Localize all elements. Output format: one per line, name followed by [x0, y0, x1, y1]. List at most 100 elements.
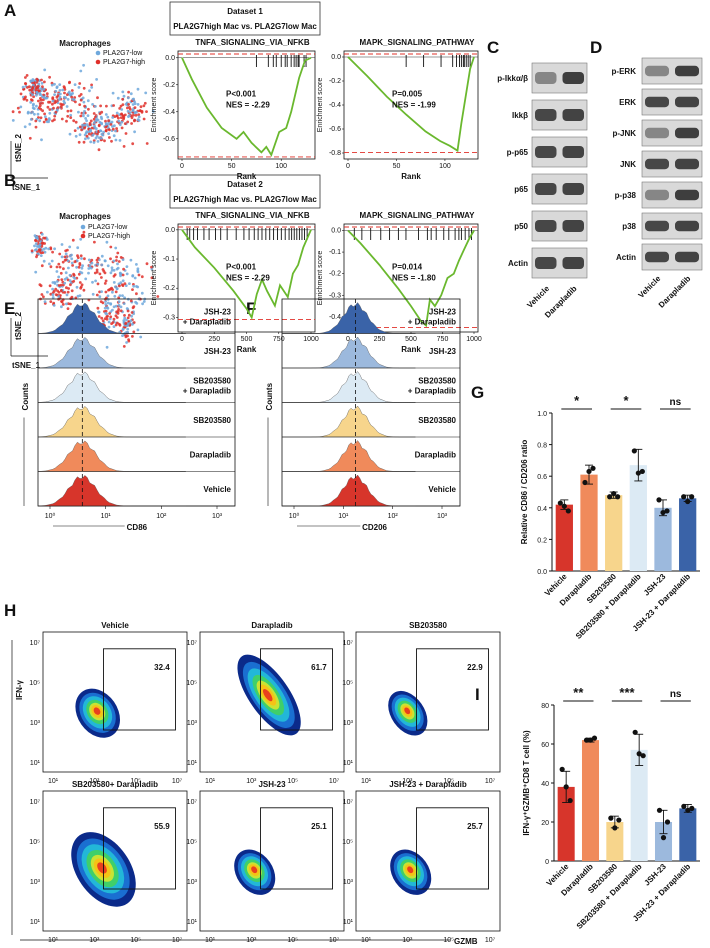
data-point — [660, 509, 666, 516]
flow-e-xlabel: CD86 — [127, 523, 148, 532]
gsea-ytick-label: -0.2 — [329, 271, 341, 278]
tsne-plot-b: Macrophages PLA2G7-low PLA2G7-high tSNE_… — [10, 212, 160, 370]
tsne-point — [78, 133, 82, 137]
bar-ytick-label: 80 — [541, 703, 549, 710]
data-point — [561, 503, 567, 509]
tsne-point — [32, 95, 35, 99]
bar-ytick-label: 0.8 — [537, 443, 547, 450]
tsne-point — [125, 265, 129, 268]
density-contour — [93, 707, 101, 715]
tsne-point — [83, 126, 86, 130]
tsne-point — [84, 277, 88, 281]
blot-c-col-label: Vehicle — [525, 284, 551, 310]
tsne-point — [130, 122, 134, 125]
tsne-point — [31, 83, 35, 87]
facs-xtick-label: 10⁵ — [443, 778, 454, 785]
tsne-point — [42, 259, 46, 263]
tsne-point — [106, 298, 110, 301]
flow-e-histogram — [37, 337, 186, 369]
tsne-point — [38, 283, 42, 286]
tsne-point — [37, 82, 41, 86]
blot-d-band — [645, 189, 669, 201]
tsne-point — [43, 68, 47, 72]
flow-f-row-label: + Darapladib — [408, 317, 456, 326]
tsne-point — [58, 95, 62, 99]
bar — [630, 749, 648, 861]
bar-ytick-label: 1.0 — [537, 411, 547, 418]
tsne-point — [83, 123, 86, 127]
tsne-point — [73, 129, 77, 133]
tsne-point — [143, 101, 147, 105]
tsne-point — [105, 306, 109, 309]
tsne-point — [40, 232, 44, 236]
sig-label: * — [623, 393, 629, 408]
tsne-point — [73, 277, 77, 280]
tsne-point — [102, 130, 105, 134]
tsne-point — [40, 241, 44, 245]
facs-ytick-label: 10³ — [187, 720, 198, 727]
tsne-point — [72, 273, 76, 277]
tsne-point — [55, 280, 59, 283]
tsne-point — [135, 263, 138, 266]
tsne-point — [58, 265, 62, 269]
panel-label-a: A — [4, 1, 16, 20]
tsne-point — [82, 114, 85, 118]
gsea-title: MAPK_SIGNALING_PATHWAY — [360, 211, 476, 220]
blot-c-row-label: Actin — [508, 259, 528, 268]
tsne-point — [40, 293, 44, 296]
blot-d-band — [645, 251, 669, 263]
tsne-point — [46, 105, 50, 109]
tsne-point — [89, 266, 93, 270]
facs-gate — [103, 648, 176, 731]
blot-d-band — [645, 127, 669, 139]
tsne-point — [56, 106, 60, 110]
facs-title: SB203580 — [409, 621, 447, 630]
tsne-point — [117, 296, 121, 300]
tsne-point — [11, 119, 15, 122]
tsne-point — [145, 110, 148, 113]
tsne-point — [131, 103, 135, 106]
tsne-point — [119, 274, 122, 278]
facs-plot: JSH-23 25.1 10¹ 10¹ 10³ 10³ 10⁵ 10⁵ 10⁷ 10⁷ — [186, 780, 345, 944]
tsne-point — [76, 294, 80, 298]
tsne-point — [29, 118, 33, 121]
density-contour — [407, 866, 414, 874]
tsne-point — [66, 290, 70, 294]
gsea-nes: NES = -1.99 — [392, 100, 436, 109]
facs-ytick-label: 10¹ — [187, 760, 198, 767]
tsne-point — [60, 278, 64, 281]
gsea-ytick-label: -0.2 — [329, 78, 341, 85]
tsne-point — [95, 268, 99, 272]
gsea-curve — [181, 56, 312, 157]
tsne-point — [63, 255, 67, 259]
tsne-point — [114, 129, 117, 133]
bar — [679, 498, 697, 571]
gsea-ytick-label: -0.4 — [329, 102, 341, 109]
tsne-point — [69, 109, 73, 113]
tsne-point — [61, 88, 65, 92]
blot-c-band — [535, 146, 557, 158]
tsne-point — [110, 286, 113, 290]
gsea-pvalue: P=0.014 — [392, 262, 423, 271]
tsne-point — [91, 292, 95, 296]
tsne-point — [86, 114, 90, 117]
tsne-point — [101, 133, 105, 137]
tsne-point — [88, 264, 92, 267]
tsne-point — [92, 121, 96, 125]
tsne-point — [59, 102, 63, 106]
tsne-point — [76, 126, 80, 130]
tsne-point — [75, 259, 79, 263]
tsne-point — [99, 115, 103, 119]
facs-frame — [355, 631, 501, 773]
facs-frame — [199, 631, 345, 773]
gsea-ytick-label: 0.0 — [331, 227, 341, 234]
flow-f-histogram — [282, 371, 416, 403]
facs-ytick-label: 10⁵ — [29, 839, 40, 846]
tsne-point — [130, 311, 134, 314]
tsne-point — [131, 142, 135, 146]
data-point — [689, 494, 695, 500]
tsne-point — [51, 250, 54, 254]
tsne-point — [127, 338, 130, 341]
facs-gate-percent: 22.9 — [467, 663, 483, 672]
